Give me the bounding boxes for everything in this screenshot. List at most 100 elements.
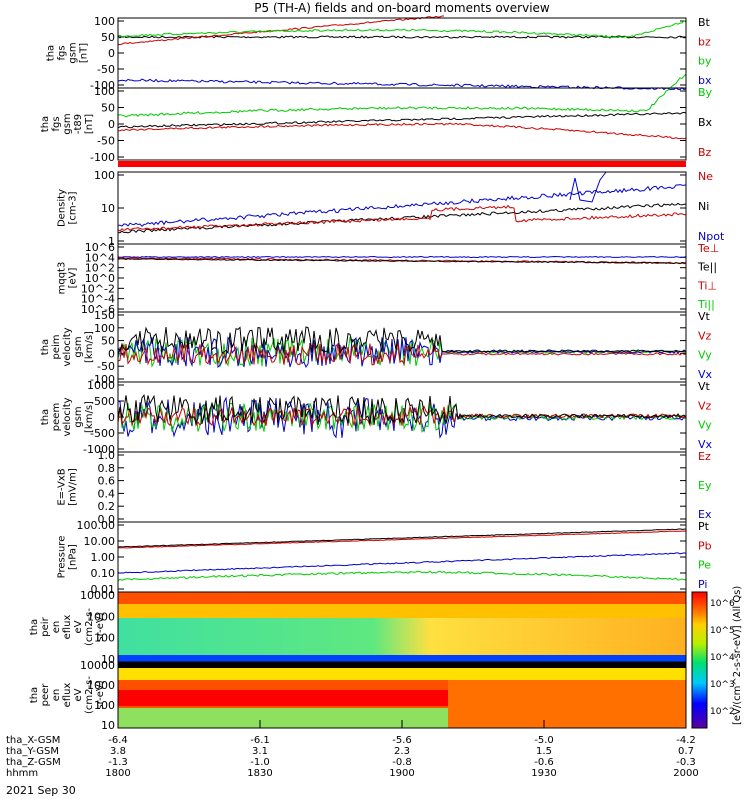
x-row-value: -1.3 <box>108 757 128 768</box>
y-axis-label: [nPa] <box>68 544 79 570</box>
x-row-value: 3.1 <box>252 746 268 757</box>
y-tick-label: 1000 <box>87 379 115 392</box>
y-axis-label: -t89 <box>73 114 84 134</box>
y-tick-label: -100 <box>90 373 115 386</box>
legend-Te||: Te|| <box>697 261 717 274</box>
y-axis-label: gsm <box>73 336 84 357</box>
legend-Npot: Npot <box>698 230 725 243</box>
legend-Vt: Vt <box>698 380 711 393</box>
trace-Pi <box>117 552 687 574</box>
y-axis-label: [mV/m] <box>68 468 79 506</box>
y-axis-label: mqqt3 <box>57 262 68 295</box>
y-axis-label: tha <box>40 116 51 132</box>
x-row-value: 1900 <box>389 768 414 779</box>
x-row-value: 3.8 <box>110 746 126 757</box>
y-axis-label: gsm <box>68 42 79 63</box>
legend-By: By <box>698 86 713 99</box>
x-row-value: -5.0 <box>534 735 554 746</box>
y-axis-label: peir <box>40 616 51 636</box>
legend-Ey: Ey <box>698 479 712 492</box>
y-tick-label: 100 <box>94 15 115 28</box>
y-tick-label: 10^6 <box>85 241 115 254</box>
x-row-value: -1.0 <box>250 757 270 768</box>
heatmap-ion-bottom <box>118 655 686 662</box>
x-row-value: 2.3 <box>394 746 410 757</box>
panel-1: 100 50 0 -50 -100 tha fgs gsm [nT] Bt bz by bx <box>46 15 712 92</box>
x-row-value: -0.8 <box>392 757 412 768</box>
y-tick-label: 500 <box>94 395 115 408</box>
y-tick-label: 1 <box>108 235 115 248</box>
y-axis-label: Pressure <box>57 536 68 579</box>
y-axis-label: tha <box>40 409 51 425</box>
panel-3: 100 10 1 Density [cm-3] Ne Ni Npot <box>57 169 725 248</box>
legend-Bt: Bt <box>698 16 711 29</box>
y-axis-label: eV <box>73 620 84 633</box>
y-tick-label: -500 <box>90 427 115 440</box>
y-tick-label: 0 <box>108 47 115 60</box>
x-row-value: 1930 <box>531 768 556 779</box>
panel-frame <box>117 171 687 245</box>
y-tick-label: 50 <box>101 102 115 115</box>
y-axis-label: tha <box>29 619 40 635</box>
legend-Pi: Pi <box>698 578 707 591</box>
legend-Ex: Ex <box>698 508 712 521</box>
y-axis-label: [cm-3] <box>68 191 79 224</box>
y-tick-label: -100 <box>90 79 115 92</box>
heatmap-electron-low <box>118 708 448 728</box>
legend-Ti⊥: Ti⊥ <box>697 279 717 292</box>
y-tick-label: -50 <box>97 63 115 76</box>
y-tick-label: 0 <box>108 118 115 131</box>
y-tick-label: 50 <box>101 335 115 348</box>
y-axis-label: [nT] <box>79 43 90 63</box>
legend-Ne: Ne <box>698 170 713 183</box>
panel-9: 10000 1000 100 10 tha peir en eflux eV (cm2-s-sr-… <box>29 589 686 666</box>
y-axis-label: Density <box>57 189 68 227</box>
y-tick-label: 100.00 <box>77 519 116 532</box>
y-tick-label: -50 <box>97 360 115 373</box>
y-tick-label: 10 <box>101 719 115 732</box>
trace-Npot-spike <box>569 171 607 203</box>
y-axis-label: eflux <box>62 615 73 640</box>
panel-frame <box>117 243 687 313</box>
y-axis-label: sr-eV) <box>95 680 106 709</box>
y-tick-label: 1.0 <box>98 449 116 462</box>
y-tick-label: 0.4 <box>98 487 116 500</box>
y-axis-label: peim <box>51 334 62 359</box>
y-axis-label: [eV] <box>68 268 79 289</box>
y-axis-label: sr-eV) <box>95 612 106 641</box>
trace-peem-Vt <box>117 393 687 426</box>
y-axis-label: en <box>51 689 62 702</box>
panel-frame <box>117 521 687 593</box>
legend-Vy: Vy <box>698 419 712 432</box>
colorbar <box>691 591 708 729</box>
y-tick-label: 0 <box>108 347 115 360</box>
y-tick-label: 10^4 <box>85 251 115 264</box>
y-tick-label: -50 <box>97 135 115 148</box>
trace-Pt <box>117 528 686 548</box>
trace-Ti <box>117 255 687 259</box>
y-axis-label: velocity <box>62 327 73 366</box>
y-axis-label: fgs <box>57 45 68 60</box>
x-row-value: 1.5 <box>536 746 552 757</box>
heatmap-electron-right <box>448 680 686 728</box>
panel-4: 10^610^410^210^010^-210^-410^-6 mqqt3 [eV]… <box>57 241 720 316</box>
x-row-value: -4.2 <box>676 735 696 746</box>
trace-Npot <box>118 184 687 228</box>
y-tick-label: 100 <box>94 699 115 712</box>
y-axis-label: [nT] <box>84 114 95 134</box>
y-tick-label: 0.2 <box>98 500 116 513</box>
panel-7: 1.00.80.60.40.20.0 E=-VxB [mV/m] Ez Ey Ex <box>57 449 712 526</box>
panel-6: 1000 500 0 -500 -1000 tha peem velocity gsm [km/s… <box>40 379 713 456</box>
y-axis-label: eV <box>73 688 84 701</box>
x-row-value: 1830 <box>247 768 272 779</box>
legend-Vy: Vy <box>698 349 712 362</box>
y-axis-label: peem <box>51 403 62 431</box>
legend-Pt: Pt <box>698 520 710 533</box>
y-tick-label: -1000 <box>83 443 115 456</box>
colorbar-tick: 10^5 <box>710 626 735 636</box>
legend-Ni: Ni <box>698 200 709 213</box>
x-row-value: 0.7 <box>678 746 694 757</box>
y-axis-label: (cm2-s- <box>84 676 95 714</box>
